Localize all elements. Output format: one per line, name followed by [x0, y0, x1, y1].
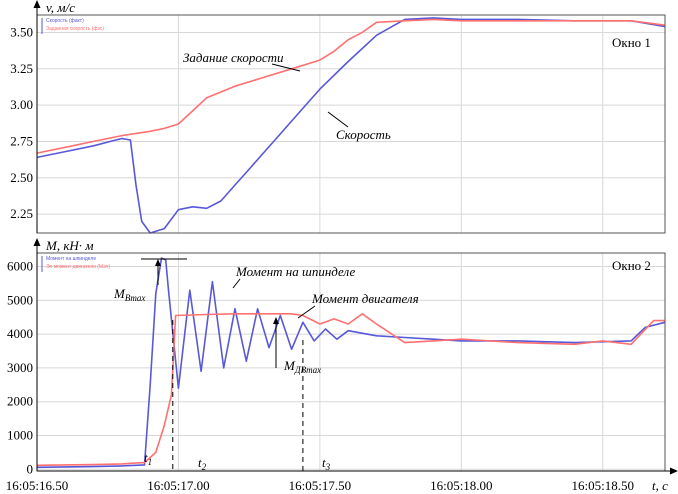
- annotation-speed-actual-leader: [327, 111, 349, 128]
- torque-series-line-1: [36, 312, 665, 467]
- time-x-tick-label: 16:05:17.00: [147, 478, 209, 493]
- torque-y-tick-label: 3000: [7, 360, 33, 375]
- annotation-motor-torque: Момент двигателя: [311, 291, 419, 306]
- torque-series: [36, 257, 666, 469]
- torque-y-axis-label: M, кН· м: [45, 238, 94, 253]
- annotation-spindle-torque-leader: [232, 278, 241, 289]
- annotation-motor-torque-leader: [297, 305, 316, 319]
- torque-x-axis-arrow: [37, 467, 678, 475]
- torque-legend-item-motor: Эл момент двигателя (Мэл): [46, 264, 110, 270]
- speed-chart: 3.50 3.25 3.00 2.75 2.50 2.25 v, м/с Окно 1 С…: [10, 0, 666, 234]
- time-x-tick-label: 16:05:18.50: [572, 478, 634, 493]
- torque-plot-area: [37, 253, 665, 471]
- speed-legend-item-setpoint: Заданная скорость (фзс): [46, 26, 104, 32]
- annotation-speed-setpoint-leader: [271, 63, 301, 72]
- annotation-mbmax: MВmax: [113, 286, 145, 303]
- annotation-mdvmax: MДВmax: [283, 358, 321, 375]
- speed-y-tick-label: 3.50: [10, 24, 33, 39]
- torque-legend: Момент на шпинделе Эл момент двигателя (…: [41, 256, 110, 272]
- speed-legend-item-actual: Скорость (факт): [46, 18, 84, 24]
- speed-window-label: Окно 1: [612, 35, 651, 50]
- speed-y-ticks: 3.50 3.25 3.00 2.75 2.50 2.25: [10, 24, 33, 221]
- time-x-axis-label: t, с: [652, 478, 668, 493]
- speed-y-axis-label: v, м/с: [46, 0, 75, 15]
- torque-y-tick-label: 0: [27, 461, 34, 476]
- time-x-tick-label: 16:05:16.50: [6, 478, 68, 493]
- speed-legend: Скорость (факт) Заданная скорость (фзс): [41, 18, 104, 34]
- annotation-t1: t1: [144, 450, 152, 467]
- mbmax-arrowhead: [155, 259, 161, 266]
- speed-y-tick-label: 3.00: [10, 97, 33, 112]
- torque-y-tick-label: 4000: [7, 326, 33, 341]
- torque-y-tick-label: 6000: [7, 259, 33, 274]
- torque-y-tick-label: 1000: [7, 428, 33, 443]
- torque-y-axis-arrow: [33, 238, 41, 471]
- time-x-tick-label: 16:05:17.50: [289, 478, 351, 493]
- speed-y-tick-label: 2.50: [10, 170, 33, 185]
- torque-annotations: Момент на шпинделе Момент двигателя MВma…: [113, 258, 419, 472]
- annotation-speed-actual: Скорость: [336, 127, 391, 142]
- torque-x-ticks: 16:05:16.50 16:05:17.00 16:05:17.50 16:05:1…: [6, 478, 634, 493]
- speed-plot-area: [37, 15, 665, 233]
- speed-y-tick-label: 2.25: [10, 206, 33, 221]
- annotation-spindle-torque: Момент на шпинделе: [235, 264, 355, 279]
- annotation-t2: t2: [198, 455, 207, 472]
- speed-series-line-1: [36, 18, 666, 154]
- speed-series: [36, 17, 666, 234]
- speed-y-axis-arrow: [33, 0, 41, 233]
- torque-y-tick-label: 5000: [7, 292, 33, 307]
- torque-y-tick-label: 2000: [7, 394, 33, 409]
- speed-y-tick-label: 3.25: [10, 61, 33, 76]
- torque-legend-item-spindle: Момент на шпинделе: [46, 256, 96, 262]
- torque-window-label: Окно 2: [612, 258, 651, 273]
- time-x-tick-label: 16:05:18.00: [430, 478, 492, 493]
- annotation-t3: t3: [322, 455, 331, 472]
- torque-y-ticks: 6000 5000 4000 3000 2000 1000 0: [7, 259, 33, 477]
- torque-grid: [36, 253, 665, 471]
- speed-y-tick-label: 2.75: [10, 133, 33, 148]
- speed-grid: [36, 15, 665, 233]
- mdvmax-arrowhead: [273, 317, 279, 324]
- speed-series-line-0: [36, 17, 666, 234]
- annotation-speed-setpoint: Задание скорости: [183, 50, 284, 65]
